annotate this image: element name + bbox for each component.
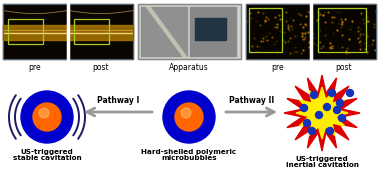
- Text: pre: pre: [272, 63, 284, 72]
- Bar: [138, 4, 241, 59]
- Bar: [69, 4, 133, 59]
- Bar: [138, 4, 241, 59]
- Bar: [3, 4, 67, 59]
- Bar: [140, 6, 239, 57]
- Bar: [69, 25, 133, 40]
- Circle shape: [21, 91, 73, 143]
- Circle shape: [327, 128, 333, 135]
- Circle shape: [324, 103, 330, 110]
- Circle shape: [333, 107, 341, 114]
- Text: Hard-shelled polymeric: Hard-shelled polymeric: [141, 149, 237, 155]
- Bar: [312, 4, 376, 59]
- Text: Pathway I: Pathway I: [97, 96, 139, 105]
- Circle shape: [310, 91, 318, 98]
- Circle shape: [328, 89, 336, 96]
- Bar: [69, 4, 133, 59]
- Bar: [74, 19, 109, 44]
- Bar: [246, 4, 310, 59]
- Circle shape: [301, 104, 307, 111]
- Bar: [3, 25, 67, 40]
- Bar: [195, 18, 226, 40]
- Circle shape: [304, 120, 310, 127]
- Circle shape: [339, 115, 345, 122]
- Polygon shape: [296, 87, 348, 139]
- Text: post: post: [93, 63, 109, 72]
- Text: Apparatus: Apparatus: [169, 63, 209, 72]
- Text: US-triggered: US-triggered: [296, 156, 349, 162]
- Text: pre: pre: [29, 63, 41, 72]
- Circle shape: [163, 91, 215, 143]
- Bar: [318, 8, 366, 52]
- Bar: [8, 19, 43, 44]
- Circle shape: [175, 103, 203, 131]
- Bar: [312, 4, 376, 59]
- Circle shape: [347, 89, 353, 96]
- Text: microbubbles: microbubbles: [161, 155, 217, 161]
- Circle shape: [336, 100, 344, 107]
- Text: stable cavitation: stable cavitation: [12, 155, 81, 161]
- Bar: [141, 7, 187, 56]
- Polygon shape: [284, 75, 360, 151]
- Bar: [249, 8, 282, 52]
- Bar: [246, 4, 310, 59]
- Text: inertial cavitation: inertial cavitation: [285, 162, 358, 168]
- Text: post: post: [336, 63, 352, 72]
- Circle shape: [39, 108, 49, 118]
- Text: US-triggered: US-triggered: [21, 149, 73, 155]
- Text: Pathway II: Pathway II: [229, 96, 274, 105]
- Circle shape: [308, 128, 316, 135]
- Circle shape: [33, 103, 61, 131]
- Bar: [3, 4, 67, 59]
- Bar: [189, 7, 236, 56]
- Circle shape: [316, 111, 322, 119]
- Circle shape: [181, 108, 191, 118]
